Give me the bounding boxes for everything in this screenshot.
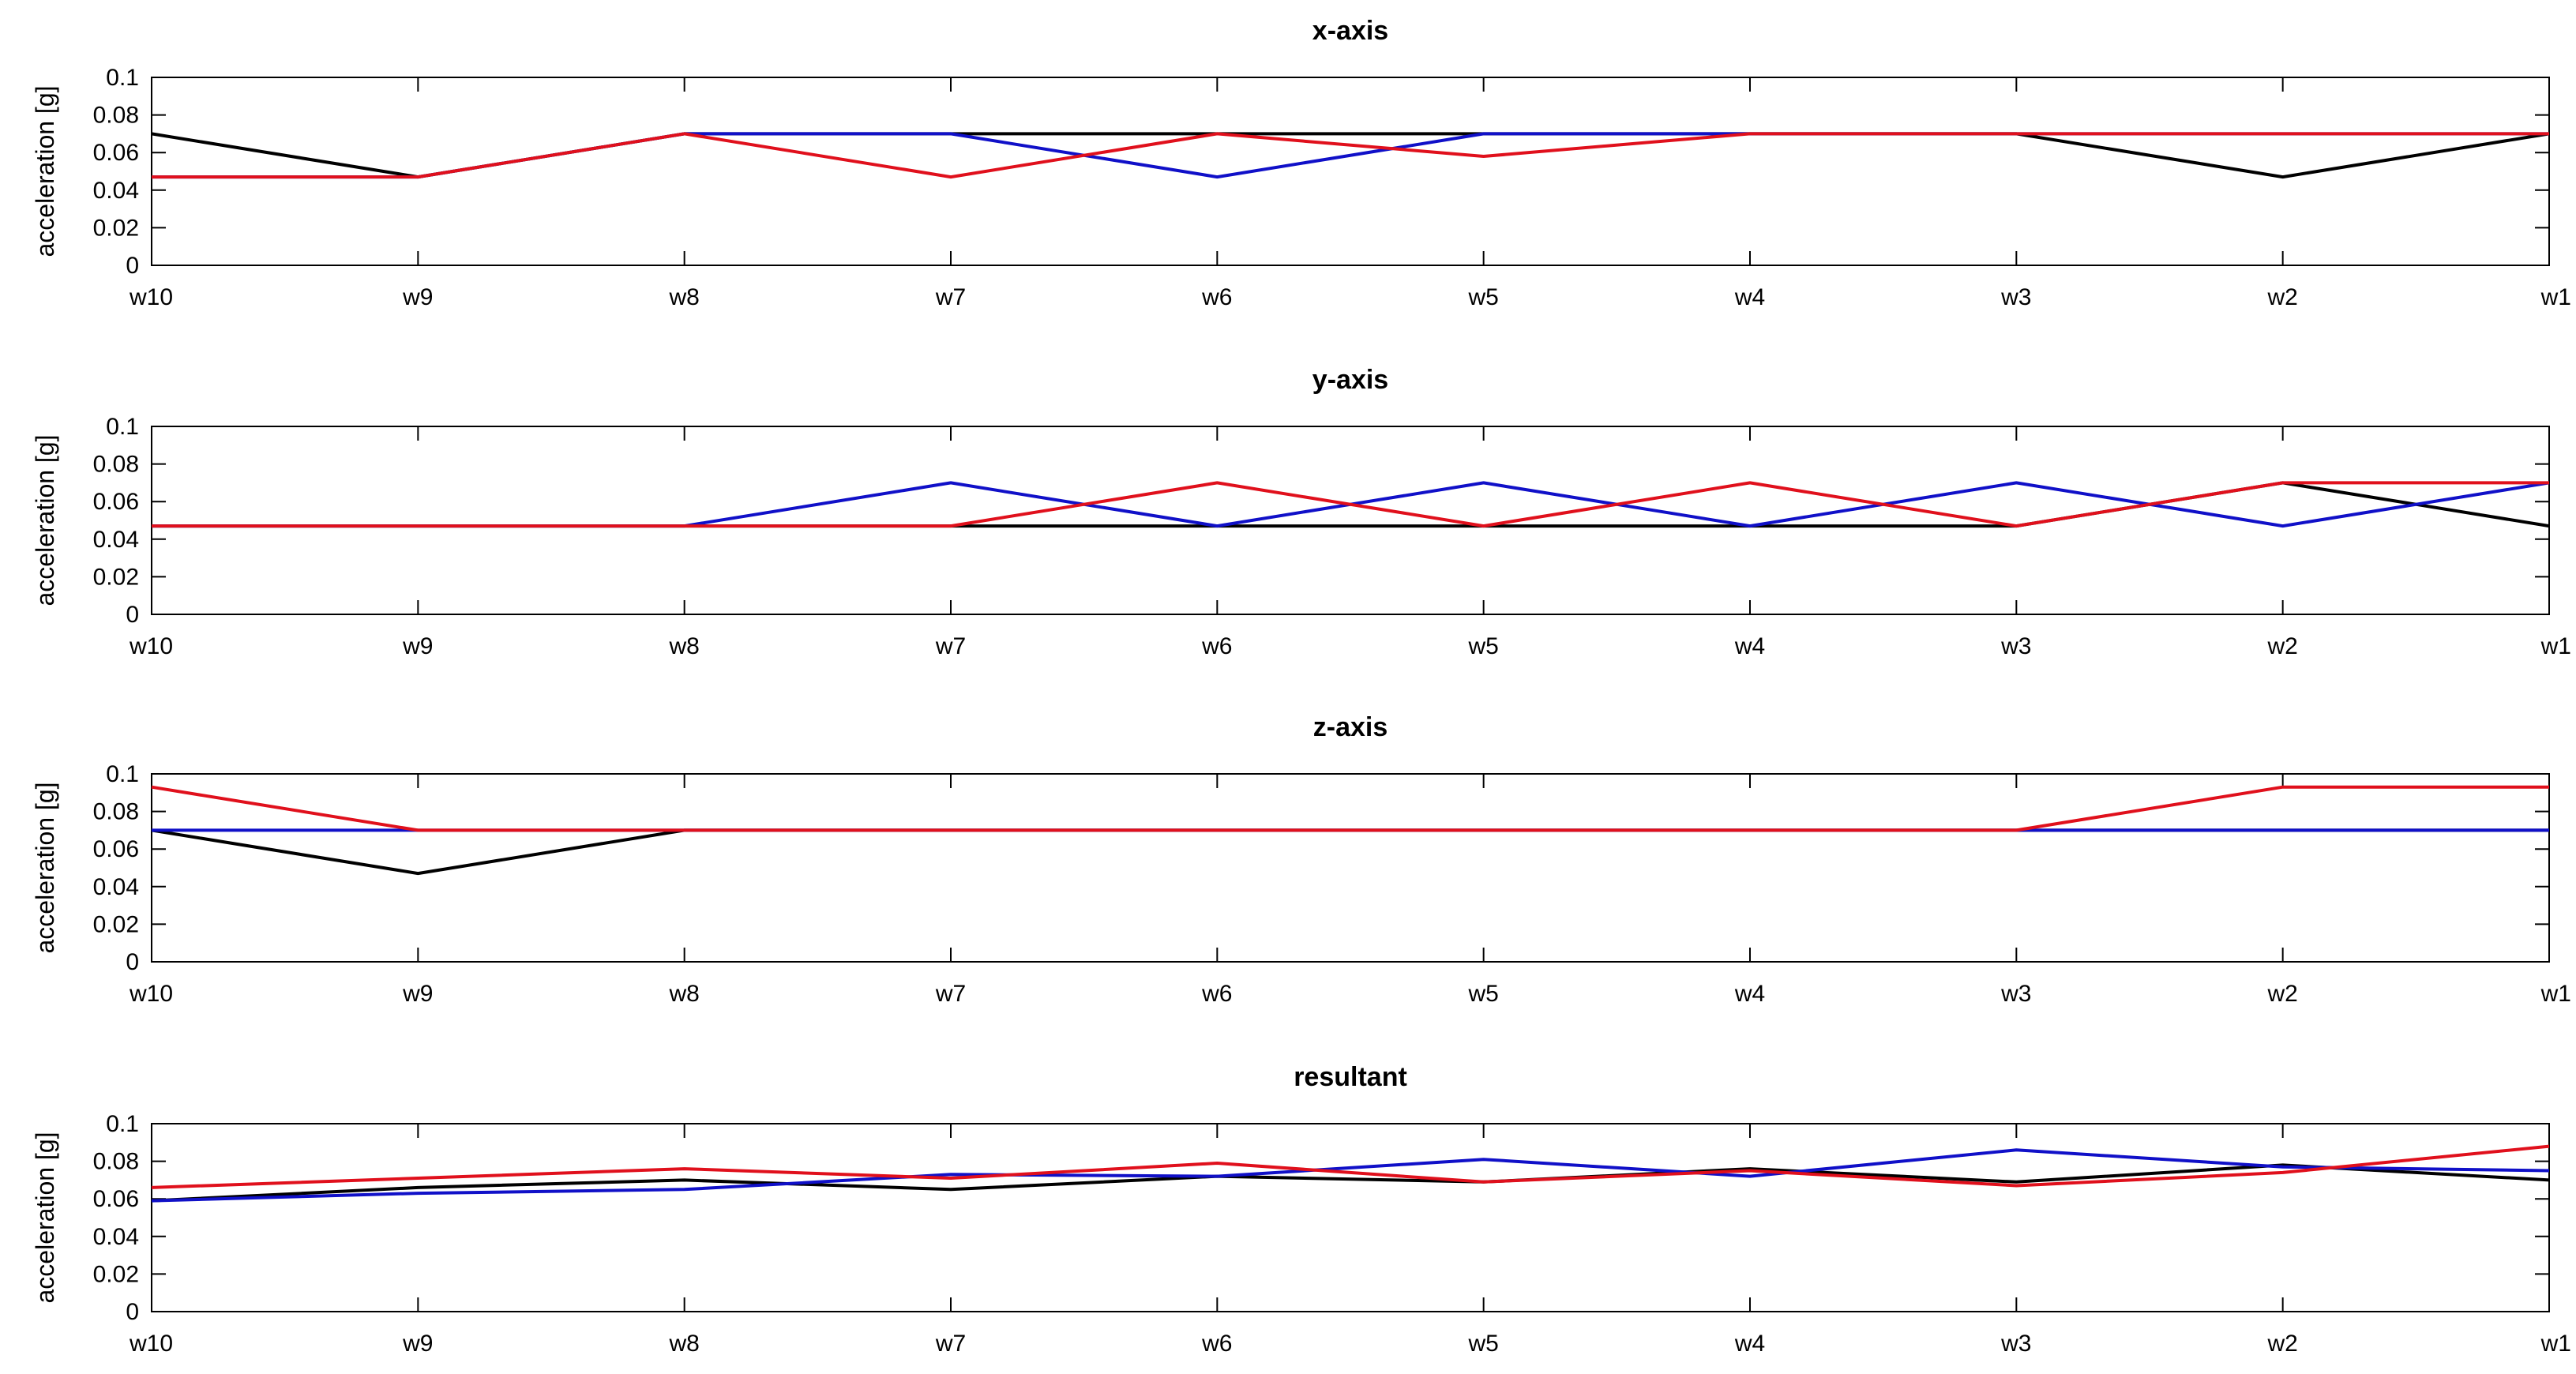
x-tick-label: w8: [668, 284, 699, 310]
x-tick-label: w2: [2266, 981, 2297, 1007]
y-tick-label: 0.04: [93, 178, 139, 204]
y-tick-label: 0.1: [106, 65, 139, 91]
x-tick-label: w3: [2000, 633, 2031, 659]
x-tick-label: w5: [1467, 1331, 1498, 1357]
y-tick-label: 0: [126, 253, 139, 279]
y-tick-label: 0.1: [106, 761, 139, 787]
chart-panel-4: resultant acceleration [g] 0 0.02 0.04 0.06 0.…: [31, 1062, 2571, 1357]
y-tick-label: 0.08: [93, 452, 139, 478]
y-tick-label: 0: [126, 1299, 139, 1325]
y-tick-label: 0.04: [93, 527, 139, 553]
y-tick-label: 0.02: [93, 215, 139, 241]
chart-panel-3: z-axis acceleration [g] 0 0.02 0.04 0.06 0.08 0…: [31, 712, 2571, 1007]
chart-title: resultant: [1294, 1062, 1407, 1092]
y-tick-label: 0: [126, 949, 139, 975]
y-axis-label: acceleration [g]: [31, 85, 59, 257]
x-tick-label: w4: [1734, 1331, 1765, 1357]
y-tick-label: 0.02: [93, 911, 139, 937]
x-tick-label: w10: [129, 633, 173, 659]
plot-area: [151, 773, 2550, 963]
x-tick-label: w10: [129, 1331, 173, 1357]
x-tick-label: w1: [2540, 284, 2571, 310]
y-tick-label: 0.06: [93, 140, 139, 166]
y-tick-label: 0.06: [93, 1186, 139, 1212]
x-tick-label: w3: [2000, 981, 2031, 1007]
series-line-3: [152, 132, 2549, 179]
x-tick-label: w3: [2000, 284, 2031, 310]
y-tick-label: 0.08: [93, 1149, 139, 1175]
chart-panel-1: x-axis acceleration [g] 0 0.02 0.04 0.06 0.08 0…: [31, 16, 2571, 310]
x-tick-label: w6: [1201, 981, 1232, 1007]
y-tick-label: 0.02: [93, 1261, 139, 1287]
chart-title: z-axis: [1313, 712, 1388, 742]
y-tick-label: 0.04: [93, 874, 139, 900]
x-tick-label: w1: [2540, 633, 2571, 659]
series-line-1: [151, 1163, 2550, 1203]
series-line-3: [151, 1144, 2550, 1189]
series-line-2: [152, 132, 2549, 179]
y-axis-label: acceleration [g]: [31, 434, 59, 606]
series-line-2: [151, 1148, 2550, 1203]
x-tick-label: w4: [1734, 284, 1765, 310]
y-tick-label: 0.08: [93, 799, 139, 825]
x-tick-label: w10: [129, 981, 173, 1007]
x-tick-label: w5: [1467, 284, 1498, 310]
y-axis-label: acceleration [g]: [31, 1132, 59, 1303]
plot-area: [151, 1123, 2550, 1312]
x-tick-label: w1: [2540, 981, 2571, 1007]
x-tick-label: w4: [1734, 633, 1765, 659]
x-tick-label: w9: [402, 981, 433, 1007]
y-tick-label: 0.06: [93, 489, 139, 515]
x-tick-label: w2: [2266, 284, 2297, 310]
x-tick-label: w8: [668, 1331, 699, 1357]
x-tick-label: w7: [935, 981, 966, 1007]
y-tick-label: 0.08: [93, 103, 139, 129]
x-tick-label: w2: [2266, 633, 2297, 659]
y-axis-label: acceleration [g]: [31, 782, 59, 953]
x-tick-label: w1: [2540, 1331, 2571, 1357]
x-tick-label: w2: [2266, 1331, 2297, 1357]
x-tick-label: w8: [668, 981, 699, 1007]
y-tick-label: 0.04: [93, 1224, 139, 1250]
x-tick-label: w3: [2000, 1331, 2031, 1357]
x-tick-label: w5: [1467, 981, 1498, 1007]
y-tick-label: 0.1: [106, 1111, 139, 1137]
x-tick-label: w6: [1201, 284, 1232, 310]
x-tick-label: w10: [129, 284, 173, 310]
plot-area: [151, 77, 2550, 266]
x-tick-label: w6: [1201, 633, 1232, 659]
series-line-1: [151, 828, 2549, 876]
series-line-3: [152, 481, 2549, 528]
x-tick-label: w9: [402, 1331, 433, 1357]
x-tick-label: w7: [935, 284, 966, 310]
y-tick-label: 0: [126, 602, 139, 628]
x-tick-label: w5: [1467, 633, 1498, 659]
chart-panel-2: y-axis acceleration [g] 0 0.02 0.04 0.06 0.08 0…: [31, 365, 2571, 659]
x-tick-label: w7: [935, 1331, 966, 1357]
chart-title: x-axis: [1312, 16, 1388, 46]
y-tick-label: 0.1: [106, 414, 139, 440]
y-tick-label: 0.02: [93, 564, 139, 590]
series-line-3: [151, 785, 2549, 832]
x-tick-label: w7: [935, 633, 966, 659]
plot-area: [151, 426, 2550, 615]
x-tick-label: w4: [1734, 981, 1765, 1007]
x-tick-label: w8: [668, 633, 699, 659]
x-tick-label: w6: [1201, 1331, 1232, 1357]
x-tick-label: w9: [402, 633, 433, 659]
chart-title: y-axis: [1312, 365, 1388, 395]
y-tick-label: 0.06: [93, 836, 139, 862]
x-tick-label: w9: [402, 284, 433, 310]
